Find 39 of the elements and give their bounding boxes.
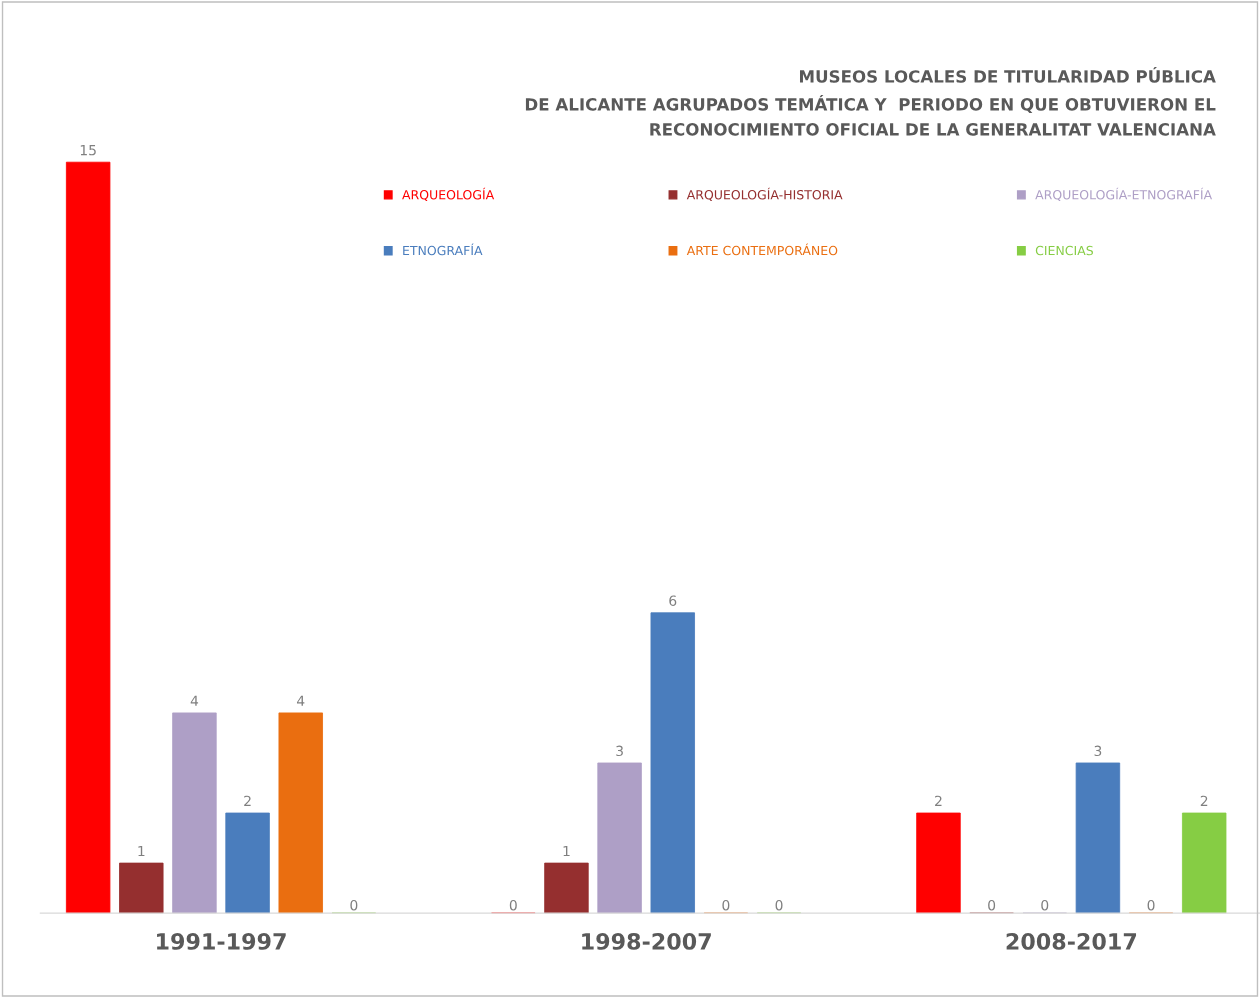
data-label: 2 [1200, 795, 1208, 806]
data-label: 0 [1147, 899, 1155, 911]
data-label: 1 [563, 845, 570, 857]
legend-label: CIENCIAS [1035, 245, 1093, 256]
data-label: 0 [988, 899, 996, 911]
data-label: 0 [1041, 899, 1049, 911]
bar [597, 762, 642, 914]
x-tick-label: 1998-2007 [582, 933, 711, 950]
legend-label: ARTE CONTEMPORÁNEO [686, 243, 838, 256]
bar [65, 161, 111, 914]
bar [650, 612, 695, 914]
data-label: 1 [138, 845, 145, 857]
data-label: 6 [669, 595, 677, 606]
legend-label: ARQUEOLOGÍA-ETNOGRAFÍA [1035, 187, 1213, 201]
bar [119, 862, 164, 914]
legend-label: ARQUEOLOGÍA-HISTORIA [686, 187, 843, 201]
legend-label: ETNOGRAFÍA [403, 243, 483, 256]
data-label: 3 [1094, 745, 1102, 757]
bar [916, 812, 961, 914]
data-label: 0 [722, 899, 730, 911]
x-tick-label: 1991-1997 [157, 933, 286, 950]
data-label: 0 [509, 899, 517, 911]
data-label: 3 [616, 745, 623, 757]
bar [544, 862, 589, 914]
data-label: 15 [80, 145, 96, 156]
legend-label: ARQUEOLOGÍA [402, 187, 495, 201]
chart-title: MUSEOS LOCALES DE TITULARIDAD PÚBLICA DE ALICANTE AGRUPADOS TEMÁTICA Y PERIODO EN QUE OBTUVIERON EL RECONOCIMIENTO OFICIAL DE LA GENERALITAT VALENCIANA [525, 67, 1216, 136]
bar [1181, 812, 1227, 914]
bar [278, 712, 323, 914]
bar [1075, 762, 1121, 914]
x-tick-label: 2008-2017 [1006, 933, 1137, 950]
bar [225, 812, 270, 914]
data-label: 0 [775, 899, 783, 911]
bar [172, 712, 217, 914]
data-label: 4 [190, 695, 199, 706]
data-label: 2 [935, 795, 942, 806]
data-label: 4 [296, 695, 305, 706]
data-label: 0 [350, 899, 358, 911]
data-label: 2 [244, 795, 251, 806]
